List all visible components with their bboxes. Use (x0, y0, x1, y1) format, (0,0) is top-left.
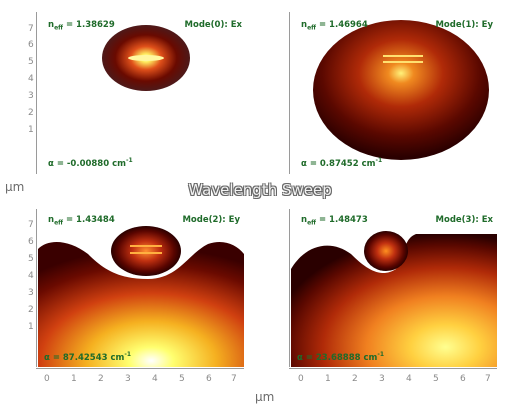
y-tick: 4 (28, 271, 34, 281)
y-tick: 4 (28, 74, 34, 84)
mode-label-0: Mode(0): Ex (184, 20, 242, 30)
neff-label-1: neff = 1.46964 (301, 20, 368, 32)
x-tick: 4 (152, 374, 158, 384)
x-tick: 5 (179, 374, 185, 384)
y-tick: 5 (28, 254, 34, 264)
sweep-title: Wavelength Sweep (188, 181, 332, 199)
x-tick: 1 (71, 374, 77, 384)
x-tick: 4 (406, 374, 412, 384)
y-tick: 6 (28, 40, 34, 50)
neff-label-3: neff = 1.48473 (301, 215, 368, 227)
x-tick: 5 (433, 374, 439, 384)
y-axis-3 (289, 209, 290, 367)
x-tick: 6 (206, 374, 212, 384)
x-tick: 3 (125, 374, 131, 384)
x-tick: 7 (231, 374, 237, 384)
x-tick: 0 (298, 374, 304, 384)
y-unit-label: μm (5, 180, 25, 194)
y-tick: 2 (28, 305, 34, 315)
x-tick: 7 (485, 374, 491, 384)
y-tick: 3 (28, 288, 34, 298)
field-map-0 (102, 25, 190, 91)
x-unit-label: μm (255, 390, 275, 404)
y-tick: 1 (28, 125, 34, 135)
mode-label-2: Mode(2): Ey (182, 215, 240, 225)
x-tick: 3 (379, 374, 385, 384)
field-plot-1: neff = 1.46964 Mode(1): Ey α = 0.87452 c… (291, 12, 497, 174)
loss-label-2: α = 87.42543 cm-1 (44, 351, 132, 363)
field-map-2 (38, 226, 244, 367)
x-tick: 2 (98, 374, 104, 384)
field-plot-0: neff = 1.38629 Mode(0): Ex α = -0.00880 … (38, 12, 246, 174)
x-tick: 1 (325, 374, 331, 384)
loss-label-0: α = -0.00880 cm-1 (48, 157, 133, 169)
y-tick: 7 (28, 220, 34, 230)
field-plot-2: neff = 1.43484 Mode(2): Ey α = 87.42543 … (38, 209, 244, 367)
y-axis-1 (289, 12, 290, 174)
x-tick: 2 (352, 374, 358, 384)
y-axis-0 (36, 12, 37, 174)
mode-label-1: Mode(1): Ey (435, 20, 493, 30)
y-tick: 6 (28, 237, 34, 247)
y-tick: 2 (28, 108, 34, 118)
y-tick: 1 (28, 322, 34, 332)
loss-label-1: α = 0.87452 cm-1 (301, 157, 383, 169)
neff-label-0: neff = 1.38629 (48, 20, 115, 32)
x-axis-2 (36, 368, 244, 369)
loss-label-3: α = 23.68888 cm-1 (297, 351, 385, 363)
y-tick: 7 (28, 24, 34, 34)
neff-label-2: neff = 1.43484 (48, 215, 115, 227)
x-axis-3 (289, 368, 497, 369)
y-tick: 5 (28, 57, 34, 67)
field-plot-3: neff = 1.48473 Mode(3): Ex α = 23.68888 … (291, 209, 497, 367)
field-map-1 (313, 20, 489, 160)
y-tick: 3 (28, 91, 34, 101)
x-tick: 6 (460, 374, 466, 384)
x-tick: 0 (44, 374, 50, 384)
y-axis-2 (36, 209, 37, 367)
field-map-3 (291, 231, 497, 367)
mode-label-3: Mode(3): Ex (435, 215, 493, 225)
